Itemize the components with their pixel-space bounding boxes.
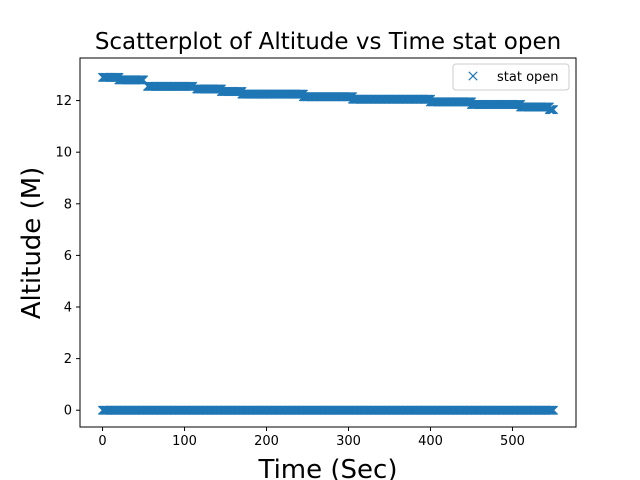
y-tick-label: 4 xyxy=(64,301,72,316)
x-axis-ticks: 0 100 200 300 400 500 xyxy=(98,427,525,449)
y-tick-label: 2 xyxy=(64,352,72,367)
plot-area-frame xyxy=(79,57,577,428)
y-tick-label: 0 xyxy=(64,404,72,419)
legend-box xyxy=(452,63,570,91)
x-tick-label: 400 xyxy=(418,434,443,449)
legend-marker-x-icon xyxy=(468,71,478,81)
legend-label: stat open xyxy=(497,70,559,85)
data-point xyxy=(548,405,559,415)
y-axis-ticks: 0 2 4 6 8 10 12 xyxy=(55,94,80,419)
x-tick-label: 100 xyxy=(172,434,197,449)
y-tick-label: 10 xyxy=(55,146,72,161)
y-tick-label: 8 xyxy=(64,197,72,212)
y-axis-label: Altitude (M) xyxy=(17,167,47,320)
x-tick-label: 500 xyxy=(500,434,525,449)
y-tick-label: 12 xyxy=(55,94,72,109)
x-tick-label: 0 xyxy=(98,434,106,449)
x-tick-label: 300 xyxy=(336,434,361,449)
data-point xyxy=(188,81,198,92)
data-points xyxy=(97,72,559,415)
x-axis-label: Time (Sec) xyxy=(258,455,398,480)
x-tick-label: 200 xyxy=(254,434,279,449)
y-tick-label: 6 xyxy=(64,249,72,264)
legend-marker xyxy=(468,71,478,81)
legend: stat open xyxy=(452,63,570,91)
chart-title: Scatterplot of Altitude vs Time stat ope… xyxy=(95,29,561,55)
data-point xyxy=(548,104,559,115)
